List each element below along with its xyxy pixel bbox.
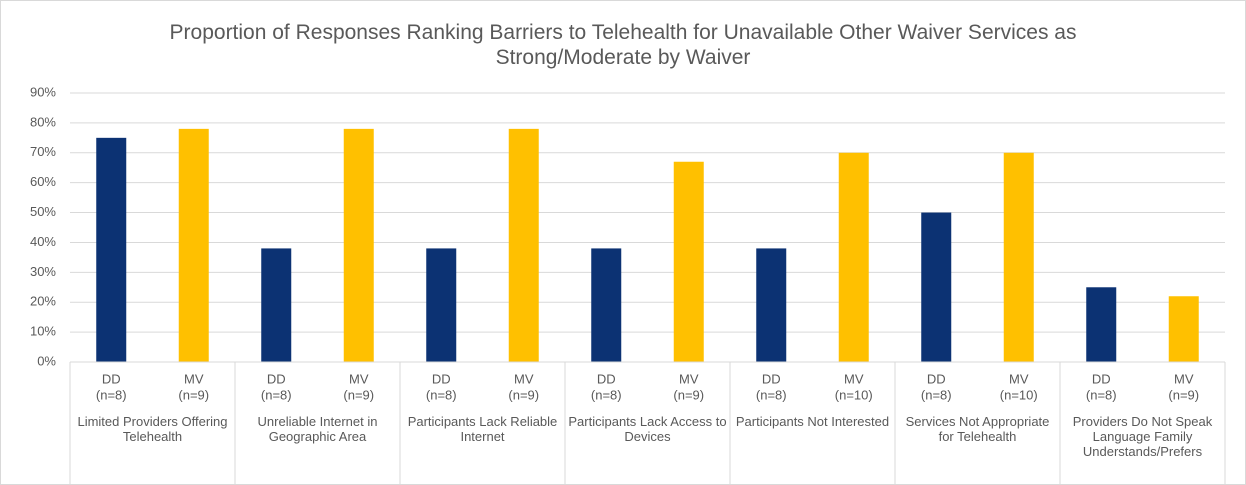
category-label: Unreliable Internet in Geographic Area: [257, 414, 378, 444]
sub-label-n: (n=8): [921, 387, 952, 402]
sub-label-n: (n=8): [1086, 387, 1117, 402]
y-tick-label: 10%: [30, 324, 56, 339]
bar: [426, 248, 457, 362]
bar: [673, 161, 704, 362]
bar: [343, 128, 374, 362]
y-tick-label: 30%: [30, 264, 56, 279]
sub-label-n: (n=10): [1000, 387, 1038, 402]
bar: [838, 152, 869, 362]
bar: [96, 137, 127, 362]
y-tick-label: 40%: [30, 234, 56, 249]
chart-title: Proportion of Responses Ranking Barriers…: [169, 21, 1077, 69]
sub-label: MV: [1009, 371, 1029, 386]
bar: [1003, 152, 1034, 362]
bar: [591, 248, 622, 362]
sub-label-n: (n=8): [756, 387, 787, 402]
sub-label: DD: [1092, 371, 1111, 386]
sub-label: DD: [432, 371, 451, 386]
category-label: Limited Providers Offering Telehealth: [77, 414, 228, 444]
sub-label: MV: [1174, 371, 1194, 386]
y-tick-label: 90%: [30, 84, 56, 99]
bar: [921, 212, 952, 362]
sub-label-n: (n=9): [673, 387, 704, 402]
sub-label: MV: [184, 371, 204, 386]
category-label: Participants Not Interested: [735, 414, 890, 429]
sub-label-n: (n=9): [343, 387, 374, 402]
sub-label-n: (n=8): [261, 387, 292, 402]
sub-label: DD: [762, 371, 781, 386]
sub-label: DD: [597, 371, 616, 386]
y-tick-label: 50%: [30, 204, 56, 219]
bar: [756, 248, 787, 362]
sub-label: DD: [102, 371, 121, 386]
category-label: Services Not Appropriate for Telehealth: [905, 414, 1050, 444]
sub-label-n: (n=10): [835, 387, 873, 402]
bar: [508, 128, 539, 362]
sub-label: MV: [349, 371, 369, 386]
bar: [1086, 287, 1117, 362]
category-label: Participants Lack Access to Devices: [568, 414, 727, 444]
bar: [1168, 296, 1199, 362]
sub-label-n: (n=9): [508, 387, 539, 402]
y-tick-label: 60%: [30, 174, 56, 189]
y-tick-label: 0%: [37, 353, 56, 368]
bar: [178, 128, 209, 362]
sub-label: DD: [927, 371, 946, 386]
sub-label: MV: [844, 371, 864, 386]
sub-label-n: (n=9): [1168, 387, 1199, 402]
sub-label-n: (n=8): [591, 387, 622, 402]
category-label: Providers Do Not Speak Language Family U…: [1072, 414, 1213, 459]
sub-label-n: (n=8): [426, 387, 457, 402]
sub-label-n: (n=9): [178, 387, 209, 402]
sub-label: MV: [679, 371, 699, 386]
y-tick-label: 20%: [30, 294, 56, 309]
y-tick-label: 70%: [30, 144, 56, 159]
bar: [261, 248, 292, 362]
sub-label-n: (n=8): [96, 387, 127, 402]
category-label: Participants Lack Reliable Internet: [407, 414, 558, 444]
y-tick-label: 80%: [30, 114, 56, 129]
sub-label: DD: [267, 371, 286, 386]
sub-label: MV: [514, 371, 534, 386]
